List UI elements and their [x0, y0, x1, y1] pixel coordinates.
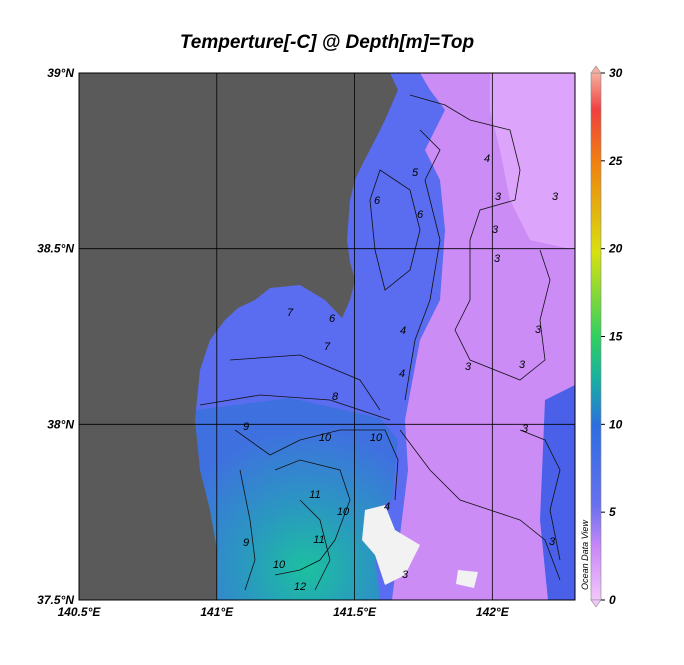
contour-label: 9: [243, 421, 249, 433]
colorbar: [590, 72, 602, 601]
contour-label: 3: [549, 536, 556, 548]
x-tick-label: 141.5°E: [333, 605, 377, 619]
x-tick-label: 140.5°E: [58, 605, 102, 619]
contour-label: 11: [313, 534, 324, 546]
axis-ticks: 140.5°E 141°E 141.5°E 142°E 37.5°N 38°N 38.5°N…: [37, 66, 623, 619]
contour-label: 12: [294, 581, 306, 593]
contour-label: 4: [400, 325, 406, 337]
contour-label: 3: [492, 224, 499, 236]
colorbar-tick-label: 20: [608, 242, 623, 256]
land: [79, 73, 398, 600]
map-title: Temperture[-C] @ Depth[m]=Top: [180, 32, 474, 53]
y-tick-label: 37.5°N: [37, 593, 74, 607]
colorbar-arrow: [590, 599, 602, 608]
contour-label: 3: [519, 359, 526, 371]
y-tick-label: 38.5°N: [37, 242, 74, 256]
map-area: 5 6 6 4 3 3 3 3 6 7 7 4 4 3 3 3 8 9 10 10 3 11 10 9 11 10 12 4 3 3: [79, 73, 575, 600]
grid: [79, 73, 575, 600]
contour-label: 6: [374, 195, 381, 207]
contour-label: 10: [337, 506, 350, 518]
colorbar-tick-label: 5: [609, 505, 616, 519]
contour-label: 4: [484, 153, 490, 165]
contour-label: 3: [535, 324, 542, 336]
colorbar-tick-label: 25: [608, 154, 623, 168]
y-tick-label: 39°N: [47, 66, 74, 80]
colorbar-tick-label: 0: [609, 593, 616, 607]
contour-label: 10: [319, 432, 332, 444]
no-data: [456, 570, 478, 588]
contour-label: 3: [402, 569, 409, 581]
contour-label: 3: [465, 361, 472, 373]
x-tick-label: 142°E: [476, 605, 510, 619]
contour-label: 6: [329, 313, 336, 325]
contour-labels: 5 6 6 4 3 3 3 3 6 7 7 4 4 3 3 3 8 9 10 10 3 11 10 9 11 10 12 4 3 3: [243, 153, 559, 593]
contour-label: 10: [273, 559, 286, 571]
contour-label: 3: [552, 191, 559, 203]
contour-label: 3: [495, 191, 502, 203]
contour-label: 7: [324, 341, 331, 353]
contour-label: 4: [399, 368, 405, 380]
east-eddy: [540, 385, 575, 600]
warm-water: [195, 398, 398, 600]
contour-label: 3: [494, 253, 501, 265]
colorbar-tick-label: 30: [609, 66, 623, 80]
cool-water: [490, 73, 575, 250]
contours: [199, 94, 561, 591]
no-data: [362, 505, 420, 585]
contour-label: 5: [412, 167, 419, 179]
contour-label: 3: [522, 423, 529, 435]
watermark: Ocean Data View: [580, 520, 590, 590]
contour-label: 11: [309, 489, 320, 501]
colorbar-arrow: [590, 65, 602, 74]
colorbar-tick-label: 15: [609, 330, 623, 344]
contour-label: 10: [370, 432, 383, 444]
contour-label: 8: [332, 391, 339, 403]
contour-label: 7: [287, 307, 294, 319]
x-tick-label: 141°E: [200, 605, 234, 619]
colorbar-tick-label: 10: [609, 417, 623, 431]
contour-label: 6: [417, 209, 424, 221]
contour-label: 4: [384, 501, 390, 513]
map-frame: [78, 72, 576, 601]
contour-label: 9: [243, 537, 249, 549]
y-tick-label: 38°N: [47, 417, 74, 431]
